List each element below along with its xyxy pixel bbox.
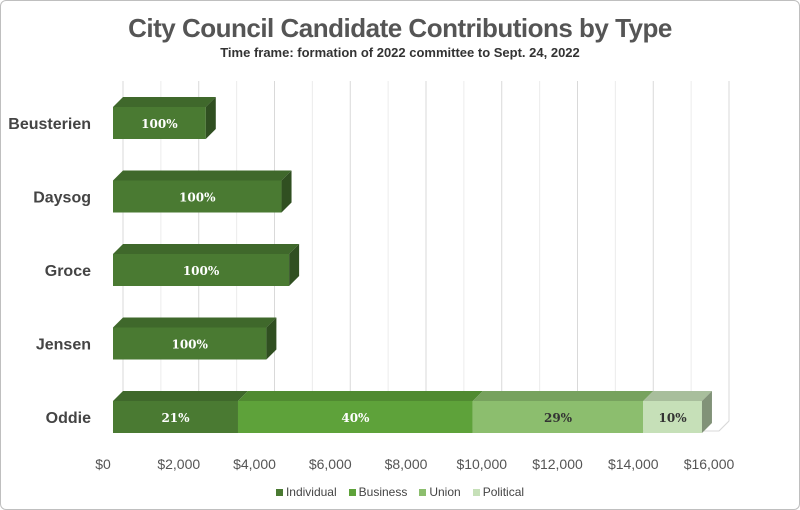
legend-item: Union [419, 485, 461, 499]
bar-top-face [237, 391, 483, 401]
legend-swatch [275, 489, 283, 497]
data-label: 10% [659, 411, 688, 425]
bar-top-face [113, 170, 292, 181]
bar-top-face [113, 97, 216, 107]
legend-label: Union [429, 485, 461, 499]
bar-union [472, 401, 644, 433]
data-label: 100% [141, 117, 178, 131]
bar-side-face [266, 317, 277, 360]
data-label: 100% [179, 191, 216, 205]
legend-swatch [419, 489, 427, 497]
x-tick-label: $14,000 [608, 456, 659, 472]
x-tick-label: $6,000 [309, 456, 352, 472]
legend-item: Individual [275, 485, 337, 499]
legend-swatch [348, 489, 356, 497]
category-label: Oddie [46, 410, 91, 427]
legend: Individual Business Union Political [1, 485, 799, 499]
x-tick-label: $8,000 [385, 456, 428, 472]
bar-top-face [113, 317, 277, 328]
bar-political [643, 401, 702, 433]
bar-side-face [281, 170, 292, 213]
chart-title: City Council Candidate Contributions by … [128, 13, 672, 43]
bar-top-face [472, 391, 654, 401]
bar-individual [113, 401, 238, 433]
data-label: 100% [183, 264, 220, 278]
category-label: Daysog [33, 190, 91, 207]
legend-label: Individual [285, 485, 337, 499]
legend-item: Business [348, 485, 408, 499]
bar-individual [113, 254, 290, 286]
data-label: 21% [161, 411, 190, 425]
legend-label: Business [358, 485, 408, 499]
category-label: Beusterien [8, 116, 91, 133]
bar-individual [113, 180, 282, 213]
x-axis-floor-edge [718, 420, 730, 432]
bar-top-face [643, 391, 712, 401]
x-tick-label: $12,000 [532, 456, 583, 472]
x-tick-label: $16,000 [684, 456, 735, 472]
x-tick-label: $10,000 [456, 456, 507, 472]
legend-swatch [472, 489, 480, 497]
bar-side-face [205, 97, 216, 139]
bar-individual [113, 327, 267, 360]
data-label: 40% [341, 411, 370, 425]
bar-side-face [701, 391, 712, 433]
x-tick-label: $2,000 [157, 456, 200, 472]
bar-individual [113, 107, 206, 139]
category-label: Groce [45, 263, 91, 280]
plot-area: $0 $2,000 $4,000 $6,000 $8,000 $10,000 $12,000… [8, 81, 735, 472]
x-tick-label: $4,000 [233, 456, 276, 472]
chart-subtitle: Time frame: formation of 2022 committee … [220, 45, 580, 60]
category-label: Jensen [36, 337, 91, 354]
bar-top-face [113, 244, 300, 254]
legend-label: Political [482, 485, 525, 499]
data-label: 100% [171, 338, 208, 352]
data-label: 29% [544, 411, 573, 425]
bar-business [237, 401, 473, 433]
bar-side-face [289, 244, 300, 286]
legend-item: Political [472, 485, 525, 499]
bar-top-face [113, 391, 248, 401]
x-tick-label: $0 [95, 456, 111, 472]
